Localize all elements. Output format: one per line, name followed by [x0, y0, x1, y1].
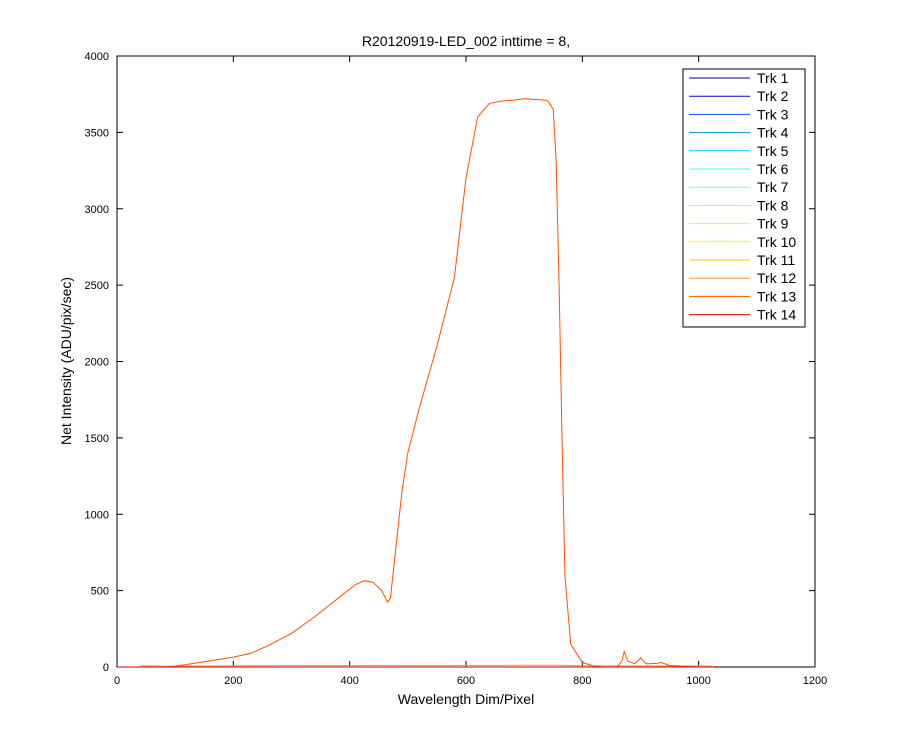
legend-label-trk-6: Trk 6: [757, 161, 789, 177]
legend-label-trk-7: Trk 7: [757, 179, 789, 195]
series-line-trk-12: [140, 664, 713, 667]
y-tick-label: 2500: [85, 280, 109, 292]
legend-label-trk-8: Trk 8: [757, 197, 789, 213]
y-tick-label: 3500: [85, 127, 109, 139]
y-tick-label: 0: [103, 662, 109, 674]
x-tick-label: 1000: [686, 675, 710, 687]
series-layer: [117, 98, 713, 668]
legend: Trk 1 Trk 2 Trk 3 Trk 4 Trk 5 Trk 6 Trk 7 Trk 8…: [682, 68, 806, 328]
x-tick-label: 800: [573, 675, 591, 687]
legend-label-trk-10: Trk 10: [757, 234, 796, 250]
legend-label-trk-1: Trk 1: [757, 70, 789, 86]
y-axis-label: Net Intensity (ADU/pix/sec): [58, 277, 74, 445]
legend-box: [682, 68, 806, 328]
legend-label-trk-13: Trk 13: [757, 288, 796, 304]
legend-label-trk-4: Trk 4: [757, 125, 789, 141]
chart-title: R20120919-LED_002 inttime = 8,: [362, 33, 570, 49]
x-tick-label: 1200: [803, 675, 827, 687]
x-tick-label: 400: [340, 675, 358, 687]
x-tick-label: 600: [457, 675, 475, 687]
legend-label-trk-14: Trk 14: [757, 307, 796, 323]
y-tick-label: 4000: [85, 51, 109, 63]
legend-label-trk-12: Trk 12: [757, 270, 796, 286]
y-tick-label: 500: [91, 586, 109, 598]
x-axis-label: Wavelength Dim/Pixel: [398, 691, 534, 707]
legend-label-trk-3: Trk 3: [757, 106, 789, 122]
x-tick-label: 200: [224, 675, 242, 687]
legend-label-trk-9: Trk 9: [757, 216, 789, 232]
series-line-trk-13: [166, 98, 713, 668]
y-tick-label: 1000: [85, 509, 109, 521]
legend-label-trk-11: Trk 11: [757, 252, 795, 268]
x-tick-label: 0: [114, 675, 120, 687]
y-tick-label: 1500: [85, 433, 109, 445]
axis-ticks: 0 200 400 600 800 1000 1200 0 500 1000 1500 2000 250…: [85, 51, 828, 687]
legend-label-trk-2: Trk 2: [757, 88, 789, 104]
y-tick-label: 3000: [85, 204, 109, 216]
y-tick-label: 2000: [85, 357, 109, 369]
legend-label-trk-5: Trk 5: [757, 143, 789, 159]
